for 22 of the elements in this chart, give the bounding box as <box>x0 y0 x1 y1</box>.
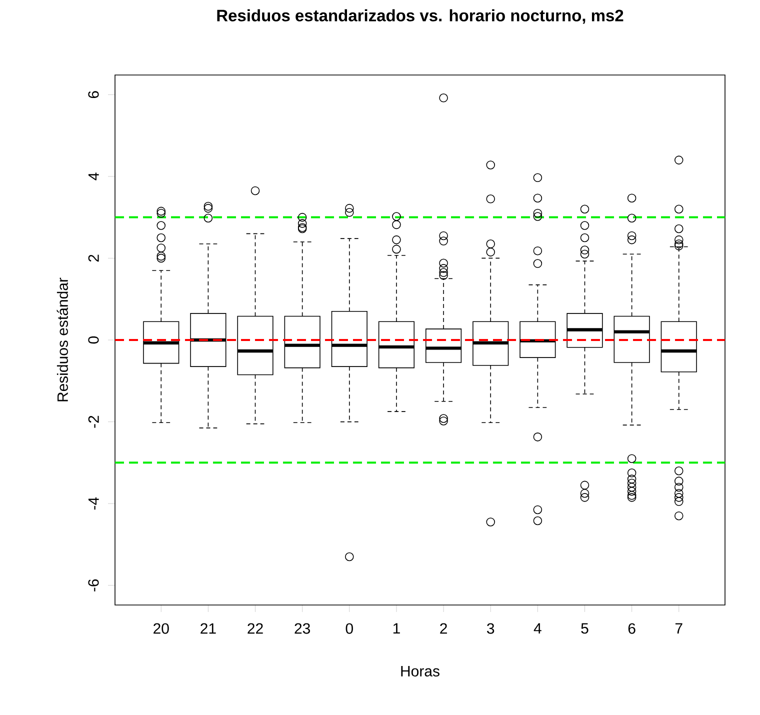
x-tick-label: 21 <box>200 623 216 634</box>
y-tick-label: -2 <box>88 416 99 428</box>
x-tick-label: 1 <box>393 623 400 634</box>
x-tick-label: 22 <box>248 623 263 634</box>
x-tick-label: 2 <box>440 623 447 634</box>
x-tick-label: 4 <box>534 623 542 634</box>
chart-title: Residuos estandarizados vs. horario nocturno, ms2 <box>217 9 624 24</box>
y-tick-label: -6 <box>88 579 99 592</box>
y-tick-label: 4 <box>88 172 99 180</box>
x-tick-label: 23 <box>294 623 310 634</box>
x-tick-label: 5 <box>581 623 588 634</box>
x-tick-label: 7 <box>675 623 682 634</box>
y-axis-title: Residuos estándar <box>56 278 68 402</box>
y-tick-label: -4 <box>88 497 99 510</box>
x-axis-title: Horas <box>401 666 440 676</box>
x-tick-label: 0 <box>346 623 353 634</box>
y-tick-label: 6 <box>88 91 99 98</box>
y-tick-label: 2 <box>88 254 99 262</box>
x-tick-label: 20 <box>154 623 169 634</box>
y-tick-label: 0 <box>88 336 99 344</box>
x-tick-label: 6 <box>628 623 636 634</box>
x-tick-label: 3 <box>487 623 494 634</box>
